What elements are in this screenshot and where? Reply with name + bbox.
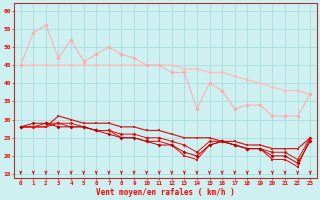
X-axis label: Vent moyen/en rafales ( km/h ): Vent moyen/en rafales ( km/h ): [96, 188, 235, 197]
